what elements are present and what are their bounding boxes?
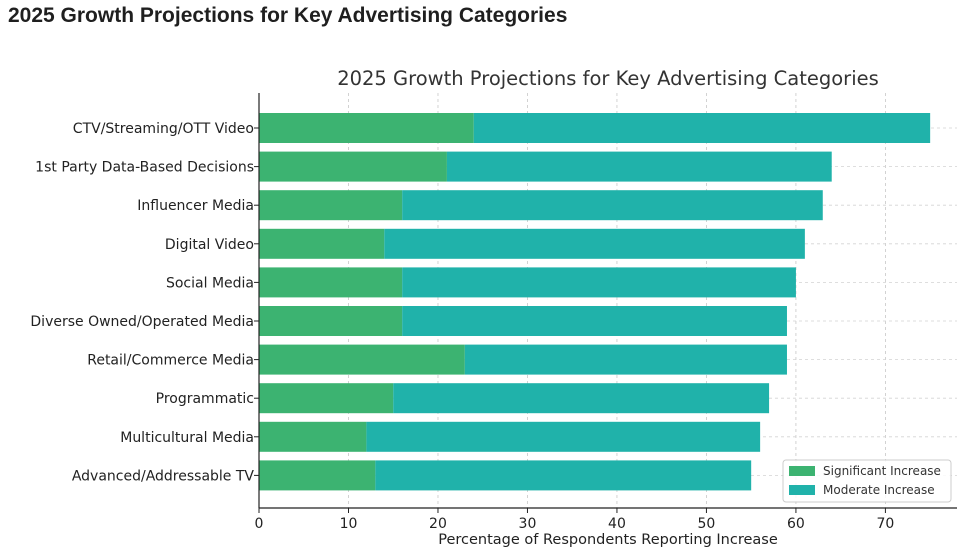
legend-label: Significant Increase [823, 464, 941, 478]
bar-moderate-increase [402, 306, 787, 336]
legend-swatch [789, 466, 815, 476]
y-tick-label: Programmatic [156, 391, 254, 407]
bar-significant-increase [259, 267, 403, 298]
bar-significant-increase [259, 228, 385, 259]
bar-moderate-increase [384, 228, 805, 259]
bar-moderate-increase [402, 190, 823, 221]
bar-moderate-increase [464, 344, 787, 375]
y-tick-label: Advanced/Addressable TV [72, 468, 255, 484]
x-tick-label: 50 [698, 516, 716, 532]
bar-moderate-increase [402, 267, 796, 298]
bar-moderate-increase [366, 421, 761, 452]
legend-box [782, 459, 952, 503]
axes: 0 10 20 30 40 50 60 70 CTV/Streaming/OTT Video 1s… [30, 93, 957, 532]
x-tick-label: 20 [429, 516, 447, 532]
bar-significant-increase [259, 306, 403, 336]
y-tick-label: Diverse Owned/Operated Media [30, 314, 254, 330]
legend: Significant Increase Moderate Increase [782, 459, 952, 503]
x-tick-label: 30 [519, 516, 537, 532]
x-tick-label: 40 [608, 516, 626, 532]
bar-significant-increase [259, 113, 474, 143]
x-tick-label: 0 [255, 516, 264, 532]
x-tick-label: 70 [876, 516, 894, 532]
y-tick-label: Influencer Media [137, 198, 254, 214]
y-tick-label: Retail/Commerce Media [87, 353, 254, 369]
bar-significant-increase [259, 421, 367, 452]
bar-significant-increase [259, 190, 403, 221]
bar-significant-increase [259, 151, 447, 182]
bar-significant-increase [259, 383, 394, 414]
x-axis-title: Percentage of Respondents Reporting Incr… [438, 532, 778, 548]
bar-moderate-increase [393, 383, 770, 414]
y-tick-label: Digital Video [165, 237, 254, 253]
bar-moderate-increase [446, 151, 832, 182]
bar-moderate-increase [473, 113, 931, 143]
y-tick-label: 1st Party Data-Based Decisions [35, 160, 254, 176]
y-tick-label: CTV/Streaming/OTT Video [73, 121, 254, 137]
y-tick-label: Social Media [166, 275, 254, 291]
x-tick-label: 60 [787, 516, 805, 532]
page-title: 2025 Growth Projections for Key Advertis… [8, 4, 568, 27]
x-tick-label: 10 [340, 516, 358, 532]
legend-label: Moderate Increase [823, 483, 935, 497]
chart-title: 2025 Growth Projections for Key Advertis… [337, 67, 879, 90]
bar-significant-increase [259, 460, 376, 491]
legend-swatch [789, 485, 815, 495]
bar-moderate-increase [375, 460, 752, 491]
bar-significant-increase [259, 344, 465, 375]
bars [259, 113, 931, 491]
y-tick-label: Multicultural Media [120, 430, 254, 446]
